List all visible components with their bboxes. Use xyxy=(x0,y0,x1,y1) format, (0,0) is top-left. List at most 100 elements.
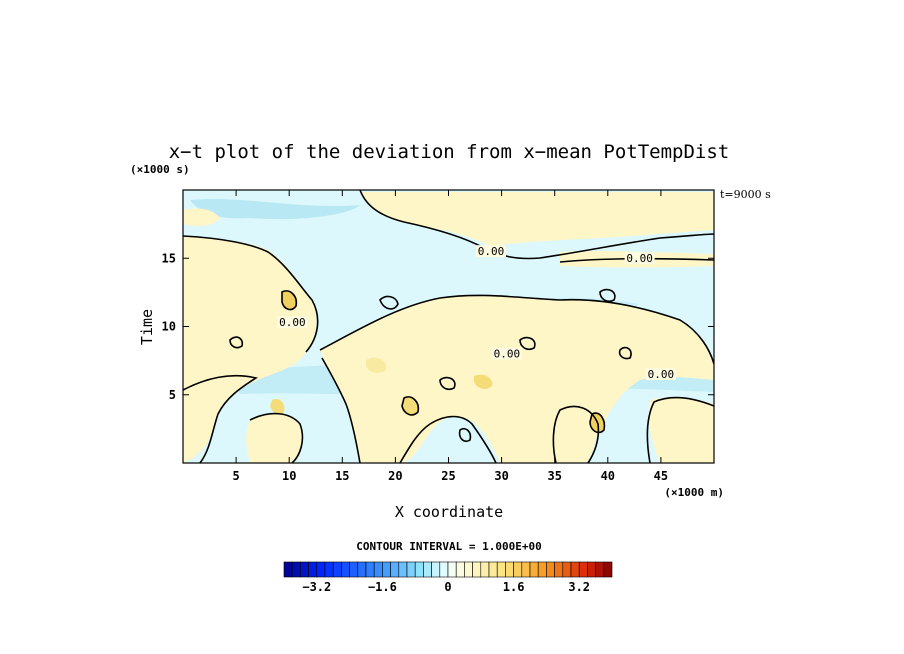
contour-line xyxy=(552,405,600,463)
colorbar-swatch xyxy=(324,561,334,578)
colorbar-tick-label: 0 xyxy=(444,580,451,594)
x-tick-label: 15 xyxy=(335,469,349,483)
colorbar-swatch xyxy=(537,561,547,578)
colorbar-swatch xyxy=(480,561,490,578)
positive-peak xyxy=(402,396,419,415)
colorbar-swatch xyxy=(464,561,473,578)
colorbar-swatch xyxy=(365,561,375,578)
contour-label-bg xyxy=(277,316,308,329)
positive-peak xyxy=(282,290,297,310)
positive-region xyxy=(183,208,220,226)
colorbar-swatch xyxy=(390,561,400,578)
x-tick-label: 5 xyxy=(232,469,239,483)
colorbar-swatch xyxy=(349,561,359,578)
positive-peak xyxy=(366,357,387,373)
contour-line xyxy=(589,412,606,434)
contour-label: 0.00 xyxy=(478,245,505,258)
colorbar-swatch xyxy=(496,561,506,578)
colorbar-title: CONTOUR INTERVAL = 1.000E+00 xyxy=(356,540,541,553)
contour-label: 0.00 xyxy=(648,368,675,381)
positive-region xyxy=(648,397,714,463)
positive-region xyxy=(320,295,714,463)
x-axis-ticks: 5 10 15 20 25 30 35 40 45 xyxy=(232,190,668,483)
heatmap-field xyxy=(183,190,714,463)
colorbar-swatch xyxy=(431,561,441,578)
colorbar-swatch xyxy=(529,561,539,578)
y-axis-unit: (×1000 s) xyxy=(130,163,190,176)
colorbar-tick-label: −3.2 xyxy=(302,580,331,594)
colorbar-tick-label: 3.2 xyxy=(568,580,590,594)
contour-label-bg xyxy=(475,245,506,258)
positive-peak xyxy=(474,374,493,389)
colorbar-swatch xyxy=(308,561,318,578)
colorbar-swatch xyxy=(455,561,465,578)
colorbar-swatch xyxy=(398,561,408,578)
colorbar-swatch xyxy=(578,561,588,578)
x-tick-label: 25 xyxy=(441,469,455,483)
colorbar-swatch xyxy=(521,561,531,578)
colorbar-tick-label: 1.6 xyxy=(503,580,525,594)
time-annotation: t=9000 s xyxy=(720,188,771,201)
contour-line xyxy=(458,427,472,443)
contour-line xyxy=(281,290,298,311)
y-tick-label: 10 xyxy=(162,320,176,334)
contour-label-bg xyxy=(645,368,676,381)
contour-line xyxy=(519,336,536,351)
colorbar-swatch xyxy=(447,561,457,578)
contour-line xyxy=(359,190,714,260)
x-tick-label: 40 xyxy=(601,469,615,483)
contour-line xyxy=(183,374,259,463)
colorbar-swatch xyxy=(595,561,605,578)
colorbar-swatch xyxy=(332,561,342,578)
positive-region xyxy=(360,192,714,246)
contour-line xyxy=(319,294,714,365)
contour-label-bg xyxy=(624,251,655,264)
y-tick-label: 5 xyxy=(169,388,176,402)
contour-line xyxy=(401,396,420,416)
x-axis-label: X coordinate xyxy=(395,503,503,521)
colorbar-swatch xyxy=(382,561,391,578)
colorbar-swatch xyxy=(472,561,482,578)
x-tick-label: 35 xyxy=(547,469,561,483)
colorbar-swatch xyxy=(587,561,596,578)
colorbar-swatch xyxy=(570,561,580,578)
positive-peak xyxy=(270,398,285,415)
colorbar-swatch xyxy=(439,561,449,578)
colorbar xyxy=(283,561,613,578)
x-axis-unit: (×1000 m) xyxy=(664,486,724,499)
colorbar-swatch xyxy=(488,561,498,578)
colorbar-swatch xyxy=(357,561,367,578)
colorbar-swatch xyxy=(341,561,350,578)
contour-line xyxy=(599,288,616,303)
colorbar-swatch xyxy=(546,561,555,578)
colorbar-tick-label: −1.6 xyxy=(368,580,397,594)
colorbar-swatch xyxy=(562,561,572,578)
contour-line xyxy=(399,415,497,463)
x-tick-label: 45 xyxy=(654,469,668,483)
colorbar-swatch xyxy=(406,561,416,578)
colorbar-ticks: −3.2 −1.6 0 1.6 3.2 xyxy=(302,580,590,594)
contour-lines xyxy=(183,190,714,463)
y-axis-ticks: 5 10 15 xyxy=(162,251,714,402)
colorbar-swatch xyxy=(414,561,424,578)
colorbar-swatch xyxy=(505,561,514,578)
contour-line xyxy=(379,295,399,310)
colorbar-swatch xyxy=(554,561,564,578)
contour-label-bg xyxy=(491,347,522,360)
colorbar-swatch xyxy=(423,561,432,578)
contour-labels: 0.00 0.00 0.00 0.00 0.00 xyxy=(277,245,676,381)
contour-line xyxy=(249,412,304,463)
colorbar-swatch xyxy=(283,561,293,578)
contour-line xyxy=(439,376,456,391)
chart-title: x−t plot of the deviation from x−mean Po… xyxy=(169,141,730,163)
colorbar-swatch xyxy=(603,561,613,578)
contour-line xyxy=(183,235,319,353)
positive-region xyxy=(553,407,597,463)
colorbar-swatch xyxy=(513,561,523,578)
colorbar-swatch xyxy=(373,561,383,578)
contour-line xyxy=(229,336,244,349)
contour-line xyxy=(618,346,632,360)
colorbar-swatch xyxy=(300,561,309,578)
contour-line xyxy=(321,357,361,463)
